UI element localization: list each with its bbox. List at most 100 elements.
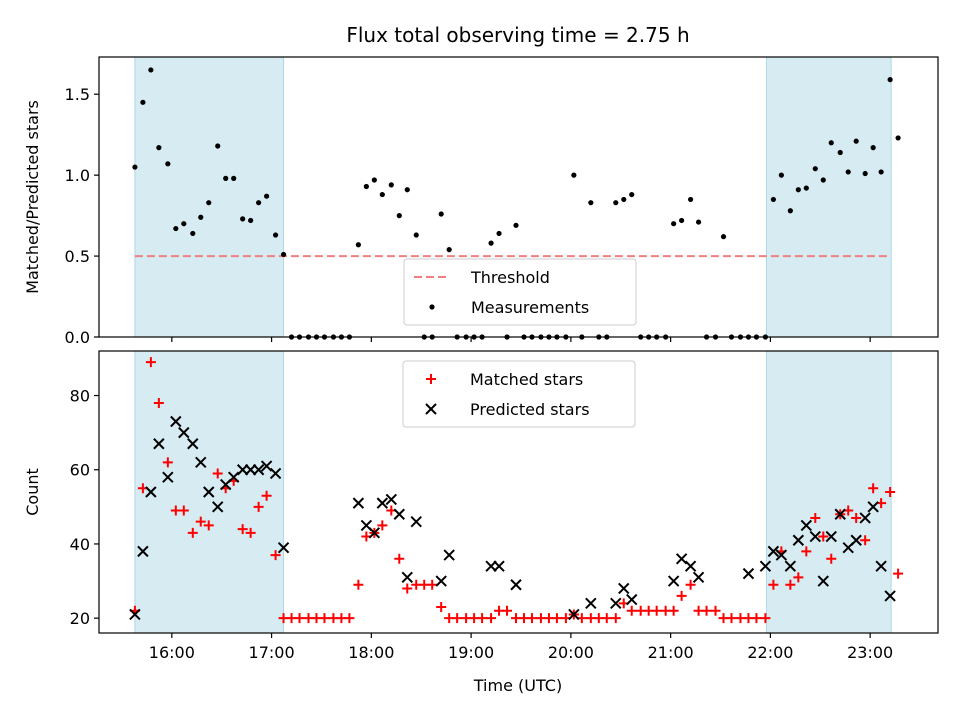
legend-label: Matched stars (470, 370, 583, 389)
x-tick-label: 20:00 (548, 643, 594, 662)
measurements-point (190, 230, 196, 237)
x-tick-label: 22:00 (747, 643, 793, 662)
measurements-point (613, 200, 619, 206)
measurements-point (787, 208, 793, 214)
ratio-panel-x-ticks (171, 337, 871, 342)
predicted-stars-point (568, 608, 580, 621)
y-tick-label: 0.5 (65, 247, 90, 266)
measurements-point (165, 161, 171, 167)
count-panel-y-axis: 20 40 60 80 (70, 387, 99, 628)
matched-stars-point (187, 527, 198, 538)
matched-stars-point (402, 583, 413, 594)
legend-box (402, 360, 636, 428)
measurements-point (256, 200, 262, 206)
matched-stars-point (868, 483, 879, 494)
predicted-stars-point (759, 560, 772, 572)
measurements-point (206, 200, 212, 206)
x-tick-label: 17:00 (249, 643, 295, 662)
predicted-stars-point (401, 571, 413, 584)
measurements-point (828, 140, 834, 146)
measurements-point (413, 232, 419, 238)
measurements-point (820, 177, 826, 183)
predicted-stars-point (809, 530, 821, 543)
measurements-point (140, 99, 146, 105)
measurements-point (363, 183, 369, 190)
predicted-stars-point (834, 508, 846, 520)
matched-stars-point (353, 579, 364, 590)
predicted-stars-point (352, 497, 365, 509)
matched-stars-point (261, 490, 272, 501)
x-tick-label: 16:00 (149, 643, 195, 662)
measurements-point (355, 242, 361, 248)
measurements-point (223, 175, 229, 181)
y-tick-label: 1.5 (65, 85, 90, 104)
measurements-point (379, 191, 385, 198)
matched-stars-point (651, 605, 662, 616)
predicted-stars-point (443, 549, 455, 561)
matched-stars-point (294, 613, 305, 624)
matched-stars-point (893, 568, 904, 579)
matched-stars-point (626, 605, 637, 616)
measurements-point (248, 217, 254, 224)
matched-stars-point (153, 397, 164, 408)
matched-stars-point (526, 613, 537, 624)
shaded-region-1 (765, 350, 892, 634)
count-panel-x-ticks: 16:00 17:00 18:00 19:00 20:00 21:00 22:00 23:00 (149, 633, 893, 662)
predicted-stars-point (817, 575, 829, 587)
predicted-stars-point (850, 534, 862, 546)
y-tick-label: 40 (70, 535, 90, 554)
predicted-stars-point (203, 486, 215, 498)
matched-stars-point (502, 605, 513, 616)
measurements-point (720, 234, 727, 240)
legend-label: Threshold (470, 268, 550, 287)
matched-stars-point (377, 520, 388, 531)
measurements-point (264, 193, 270, 199)
predicted-stars-point (170, 415, 182, 428)
ratio-panel-y-axis: 0.0 0.5 1.0 1.5 (65, 85, 99, 347)
predicted-stars-point (252, 464, 265, 476)
x-tick-label: 23:00 (847, 643, 893, 662)
x-tick-label: 21:00 (648, 643, 694, 662)
predicted-stars-point (667, 575, 680, 587)
predicted-stars-point (129, 608, 141, 621)
predicted-stars-point (376, 497, 389, 509)
matched-stars-point (245, 527, 256, 538)
matched-stars-point (319, 613, 330, 624)
measurements-point (240, 216, 246, 222)
predicted-stars-point (187, 438, 199, 450)
predicted-stars-point (742, 567, 755, 580)
y-tick-label: 1.0 (65, 166, 90, 185)
matched-stars-point (760, 613, 771, 624)
count-panel-y-label: Count (23, 468, 42, 516)
matched-stars-point (801, 546, 812, 557)
predicted-stars-point (618, 582, 630, 595)
predicted-stars-point (493, 560, 505, 572)
measurements-point (695, 219, 702, 225)
predicted-stars-point (195, 456, 207, 469)
matched-stars-point (551, 613, 562, 624)
legend-marker (426, 374, 436, 384)
predicted-stars-point (435, 575, 447, 587)
predicted-stars-point (368, 527, 381, 539)
measurements-point (513, 222, 519, 228)
matched-stars-point (676, 590, 687, 601)
count-panel-marks (129, 357, 904, 624)
measurements-point (132, 164, 138, 170)
chart-title: Flux total observing time = 2.75 h (346, 23, 689, 47)
measurements-point (621, 196, 627, 203)
matched-stars-point (726, 613, 737, 624)
measurements-point (280, 251, 287, 258)
matched-stars-point (195, 516, 206, 527)
measurements-point (215, 143, 221, 149)
legend-box (403, 258, 637, 326)
ratio-panel-frame (98, 56, 939, 338)
predicted-stars-point (178, 426, 190, 439)
measurements-point (778, 172, 784, 178)
measurements-point (870, 145, 876, 151)
measurements-point (488, 240, 494, 246)
matched-stars-point (477, 613, 488, 624)
measurements-point (588, 200, 594, 206)
matched-stars-point (178, 505, 189, 516)
measurements-point (803, 185, 809, 191)
predicted-stars-point (859, 512, 871, 524)
